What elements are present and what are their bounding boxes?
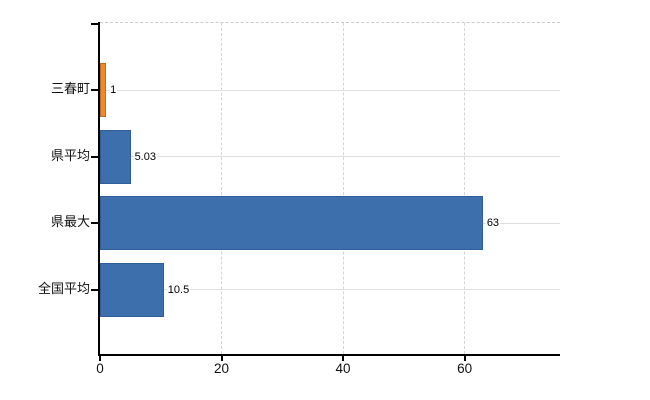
category-label: 県最大 — [50, 214, 90, 229]
h-gridline — [100, 156, 560, 157]
x-tick-label: 60 — [457, 361, 473, 376]
plot-area: 1 5.03 63 10.5 — [91, 22, 560, 361]
v-gridline — [342, 23, 344, 354]
bar-value-label: 10.5 — [166, 282, 191, 297]
bar — [100, 129, 131, 184]
bar — [100, 262, 164, 317]
h-gridline — [100, 289, 560, 290]
bar — [100, 196, 483, 250]
v-gridline — [221, 23, 223, 354]
y-tick — [91, 222, 98, 224]
y-axis-line — [98, 22, 100, 354]
y-tick — [91, 89, 98, 91]
x-tick — [342, 356, 345, 361]
bar-value-label: 1 — [109, 83, 118, 97]
y-tick — [91, 288, 98, 291]
bar-value-label: 5.03 — [133, 149, 157, 164]
x-tick-label: 40 — [335, 361, 351, 376]
x-tick — [463, 356, 466, 361]
x-tick — [99, 356, 101, 361]
h-gridline — [100, 89, 560, 91]
v-gridline — [464, 23, 466, 354]
x-tick — [220, 356, 223, 361]
y-tick — [91, 155, 98, 158]
y-tick — [91, 23, 98, 25]
category-label: 三春町 — [50, 81, 90, 96]
x-tick-label: 20 — [214, 361, 230, 376]
x-tick-label: 0 — [96, 361, 104, 376]
category-label: 県平均 — [50, 147, 90, 163]
bar — [100, 63, 107, 117]
x-axis-line — [98, 354, 560, 356]
category-label: 全国平均 — [37, 280, 90, 296]
bar-value-label: 63 — [485, 216, 501, 230]
